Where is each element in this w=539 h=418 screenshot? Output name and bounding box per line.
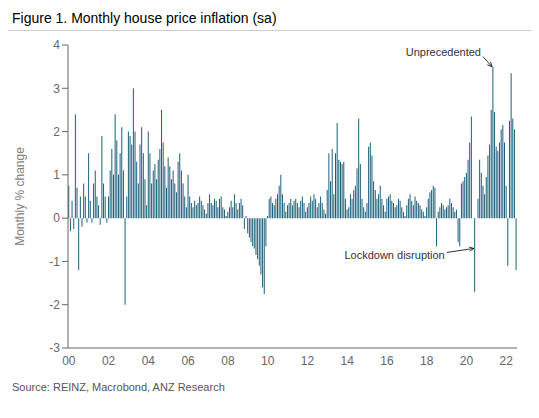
svg-text:4: 4: [53, 38, 60, 52]
svg-text:08: 08: [221, 354, 235, 368]
svg-text:00: 00: [62, 354, 76, 368]
svg-text:20: 20: [460, 354, 474, 368]
html-text:Source: REINZ, Macrobond, ANZ: Source: REINZ, Macrobond, ANZ Research: [12, 381, 225, 393]
svg-text:Monthly % change: Monthly % change: [13, 147, 27, 246]
svg-text:-3: -3: [49, 341, 60, 355]
svg-text:12: 12: [301, 354, 315, 368]
svg-text:3: 3: [53, 82, 60, 96]
svg-text:1: 1: [53, 168, 60, 182]
svg-text:22: 22: [500, 354, 514, 368]
svg-text:18: 18: [420, 354, 434, 368]
svg-text:-1: -1: [49, 255, 60, 269]
svg-text:06: 06: [181, 354, 195, 368]
svg-text:Unprecedented: Unprecedented: [406, 46, 481, 58]
svg-text:2: 2: [53, 125, 60, 139]
svg-text:Lockdown disruption: Lockdown disruption: [344, 249, 444, 261]
svg-text:0: 0: [53, 211, 60, 225]
svg-text:10: 10: [261, 354, 275, 368]
svg-text:16: 16: [380, 354, 394, 368]
svg-text:14: 14: [340, 354, 354, 368]
svg-text:02: 02: [102, 354, 116, 368]
svg-text:04: 04: [142, 354, 156, 368]
svg-text:-2: -2: [49, 298, 60, 312]
html-text:Figure 1. Monthly house price: Figure 1. Monthly house price inflation …: [12, 10, 277, 26]
